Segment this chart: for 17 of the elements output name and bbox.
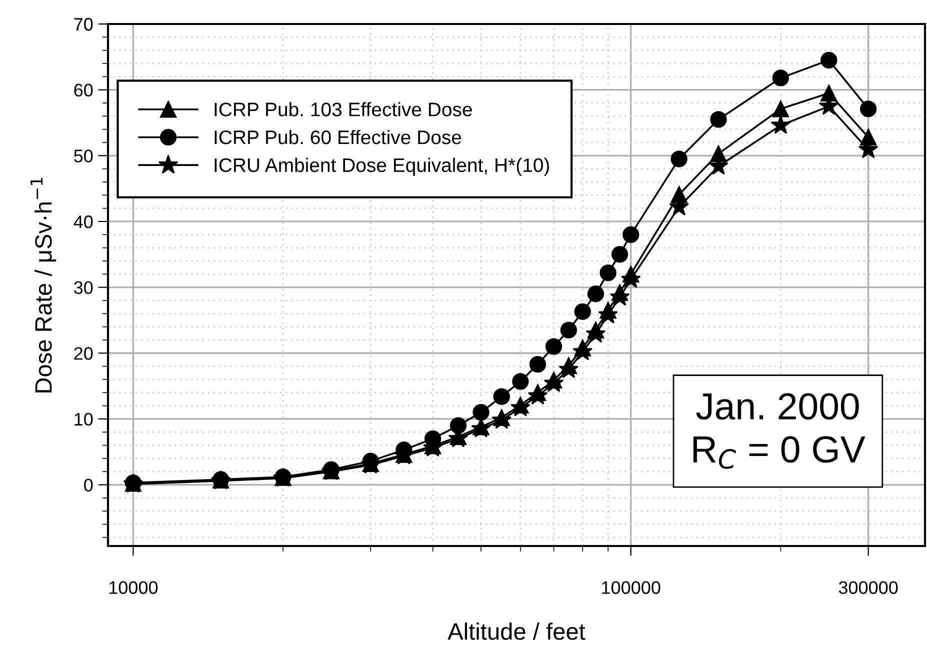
legend-label: ICRU Ambient Dose Equivalent, H*(10) bbox=[214, 158, 549, 176]
y-tick-label: 50 bbox=[74, 150, 93, 162]
x-tick-label: 300000 bbox=[838, 581, 898, 594]
y-tick-label: 20 bbox=[74, 347, 93, 360]
y-tick-label: 0 bbox=[84, 478, 93, 492]
x-tick-label: 100000 bbox=[602, 581, 660, 594]
annotation: Jan. 2000 R$_{C}$ = 0 GV bbox=[693, 393, 866, 469]
legend-label: ICRP Pub. 103 Effective Dose bbox=[214, 102, 472, 116]
y-tick-label: 60 bbox=[74, 84, 93, 97]
x-tick-label: 10000 bbox=[109, 581, 158, 594]
y-axis-title: Dose Rate / μSv·h$^{−1}$ bbox=[30, 178, 56, 392]
y-tick-label: 70 bbox=[74, 18, 93, 31]
y-tick-label: 40 bbox=[74, 215, 93, 228]
y-tick-label: 10 bbox=[74, 412, 93, 426]
x-axis-title: Altitude / feet bbox=[448, 622, 586, 640]
y-tick-label: 30 bbox=[74, 281, 93, 294]
legend-label: ICRP Pub. 60 Effective Dose bbox=[214, 130, 462, 144]
